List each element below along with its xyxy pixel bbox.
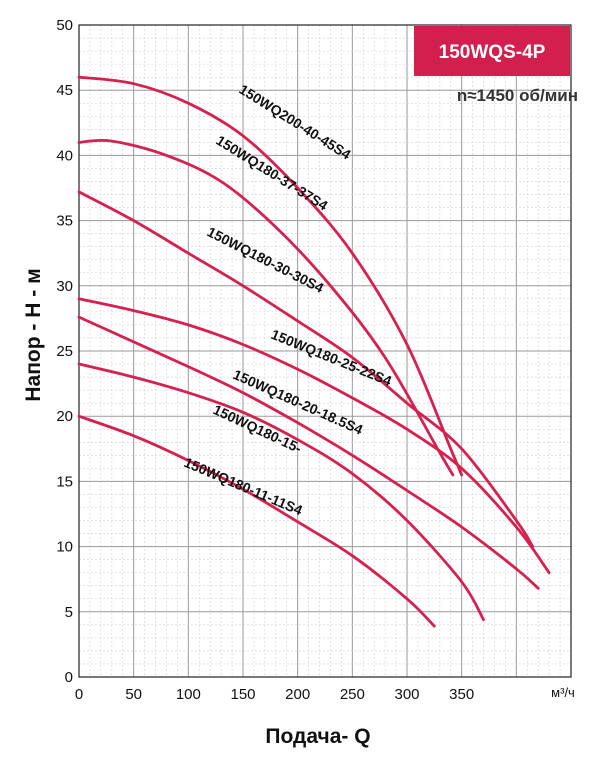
grid [78,24,572,678]
x-axis-title: Подача- Q [265,725,370,748]
series-label: 150WQ180-15- [211,401,305,456]
x-tick-label: 50 [125,686,142,703]
series-line [77,297,551,575]
y-tick-label: 30 [56,278,73,295]
x-tick-label: 0 [75,686,83,703]
series-line [77,315,540,590]
chart-title: 150WQS-4P [439,42,546,63]
series-layer [77,75,551,628]
y-axis-title: Напор - Н - м [22,268,45,401]
y-tick-labels: 0 5 10 15 20 25 30 35 40 45 50 [56,17,73,686]
x-tick-label: 200 [285,686,310,703]
plot-frame [78,24,572,678]
series-label: 150WQ180-25-22S4 [269,326,394,389]
y-tick-label: 35 [56,213,73,230]
x-tick-label: 350 [449,686,474,703]
y-tick-label: 50 [56,17,73,34]
series-label: 150WQ180-37-37S4 [213,132,331,214]
model-badge [414,26,570,76]
x-axis-unit: м³/ч [551,685,575,700]
y-tick-label: 45 [56,82,73,99]
x-tick-label: 150 [230,686,255,703]
series-line [77,138,455,477]
series-line [77,414,436,628]
series-line [77,75,464,477]
y-tick-label: 15 [56,473,73,490]
x-tick-labels: 0 50 100 150 200 250 300 350 [75,686,474,703]
y-tick-label: 40 [56,147,73,164]
x-tick-label: 300 [394,686,419,703]
y-tick-label: 25 [56,343,73,360]
y-tick-label: 10 [56,539,73,556]
y-tick-label: 0 [65,669,73,686]
series-labels: 150WQ200-40-45S4150WQ180-37-37S4150WQ180… [182,81,394,518]
series-line [77,190,535,548]
y-tick-label: 5 [65,604,73,621]
series-line [77,362,485,621]
x-tick-label: 250 [340,686,365,703]
x-tick-label: 100 [176,686,201,703]
y-tick-label: 20 [56,408,73,425]
chart-subtitle: n≈1450 об/мин [457,86,578,105]
